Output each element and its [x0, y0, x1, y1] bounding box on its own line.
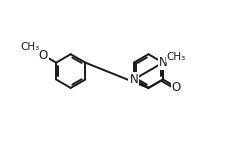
Text: CH₃: CH₃	[166, 52, 186, 62]
Text: N: N	[159, 56, 167, 69]
Text: O: O	[171, 81, 181, 94]
Text: N: N	[129, 73, 138, 86]
Text: CH₃: CH₃	[20, 42, 39, 52]
Text: O: O	[38, 49, 48, 62]
